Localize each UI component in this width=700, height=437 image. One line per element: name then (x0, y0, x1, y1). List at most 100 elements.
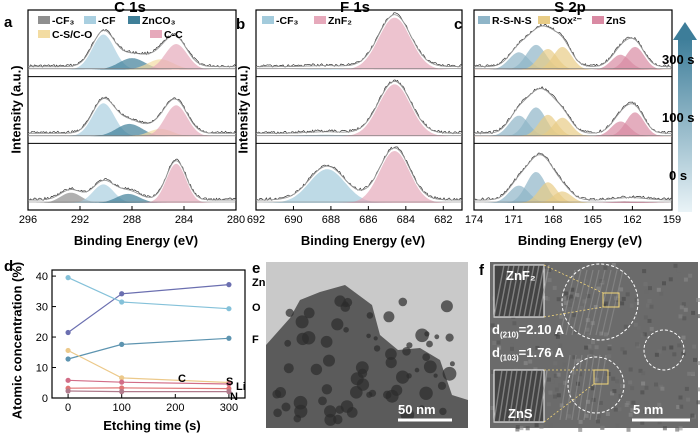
panel-label-d: d (4, 258, 14, 275)
tem-particle (439, 407, 447, 416)
hrtem-speckle (636, 325, 641, 330)
envelope-a-row0 (28, 30, 236, 68)
point-f-1 (119, 341, 125, 347)
hrtem-speckle (522, 347, 527, 352)
legend-a-swatch-4 (150, 30, 162, 38)
tem-particle (406, 342, 413, 349)
tem-particle (281, 402, 291, 412)
leader-znf2-bottom (543, 306, 604, 318)
lattice-fringe-top (559, 269, 576, 336)
hrtem-speckle (550, 379, 555, 384)
hrtem-speckle (600, 425, 605, 430)
tem-particle (391, 384, 403, 396)
legend-a-swatch-2 (128, 16, 140, 24)
hrtem-speckle (697, 361, 700, 366)
inset-zns-fringe (518, 369, 528, 423)
hrtem-speckle (697, 387, 700, 392)
panel-label-f: f (479, 262, 484, 279)
hrtem-speckle (630, 386, 635, 391)
peak-a-row2-3 (28, 163, 236, 203)
hrtem-speckle (675, 427, 680, 432)
hrtem-speckle (586, 399, 590, 404)
point-f-2 (226, 335, 232, 341)
hrtem-speckle (558, 343, 563, 348)
legend-c-swatch-0 (478, 16, 490, 24)
selection-box-znf2 (602, 292, 620, 308)
hrtem-speckle (644, 385, 649, 390)
hrtem-speckle (578, 427, 583, 432)
tem-particle (273, 408, 282, 418)
hrtem-speckle (587, 354, 592, 358)
panel-c-xtick-label: 168 (544, 214, 562, 226)
hrtem-speckle (491, 370, 496, 374)
hrtem-speckle (656, 287, 661, 292)
tem-particle (275, 387, 286, 398)
hrtem-speckle (690, 413, 695, 418)
panel-c-xtick-label: 165 (584, 214, 602, 226)
peak-a-row0-1 (28, 58, 236, 70)
tem-particle (368, 389, 377, 397)
hrtem-speckle (602, 303, 607, 308)
hrtem-speckle (546, 402, 551, 407)
hrtem-speckle (591, 340, 595, 345)
panel-a-xtick-label: 280 (227, 214, 245, 226)
hrtem-speckle (525, 426, 530, 431)
panel-d-ytick-label: 30 (36, 302, 48, 314)
hrtem-speckle (642, 269, 647, 274)
hrtem-speckle (558, 334, 563, 338)
panel-a-xlabel: Binding Energy (eV) (73, 233, 199, 248)
peak-a-row1-1 (28, 123, 236, 137)
panel-b-xtick-label: 688 (322, 214, 340, 226)
leader-zns-bottom (543, 383, 595, 423)
panel-d-ytick-label: 10 (36, 363, 48, 375)
tem-particle (294, 404, 308, 418)
peak-c-row1-5 (474, 112, 672, 137)
hrtem-speckle (657, 420, 662, 425)
tem-particle (434, 334, 440, 340)
tem-particle-region (266, 285, 468, 428)
series-label-n: N (230, 391, 238, 403)
hrtem-speckle (543, 296, 548, 301)
inset-zns-fringe (533, 369, 543, 423)
lattice-fringe-top (583, 269, 600, 336)
panel-b-xtick-label: 684 (397, 214, 415, 226)
hrtem-speckle (625, 292, 630, 297)
peak-b-row2-1 (256, 151, 462, 203)
legend-a-swatch-3 (38, 30, 50, 38)
hrtem-speckle (629, 303, 634, 308)
series-line-n (68, 390, 229, 393)
tem-particle (383, 390, 392, 399)
envelope-c-row1 (474, 88, 672, 134)
hrtem-speckle (579, 306, 584, 311)
legend-c-label-0: R-S-N-S (492, 15, 532, 27)
hrtem-speckle (558, 383, 563, 388)
hrtem-speckle (545, 297, 550, 301)
tem-particle (284, 339, 292, 347)
series-line-li (68, 387, 229, 390)
hrtem-speckle (564, 400, 569, 405)
particle-outline-znf2 (561, 263, 639, 341)
hrtem-speckle (552, 394, 557, 399)
hrtem-speckle (630, 408, 635, 413)
peak-b-row0-1 (256, 17, 462, 70)
hrtem-speckle (628, 367, 633, 372)
hrtem-speckle (623, 324, 628, 329)
d-value-210: =2.10 A (518, 322, 565, 337)
lattice-fringe-top (601, 269, 618, 336)
d-index-103: (103) (499, 353, 519, 363)
hrtem-speckle (638, 368, 643, 373)
hrtem-speckle (679, 305, 684, 310)
hrtem-speckle (490, 406, 495, 410)
tem-particle (324, 413, 337, 426)
tem-particle (414, 367, 420, 373)
series-line-f (67, 337, 229, 360)
hrtem-speckle (545, 353, 550, 358)
hrtem-speckle (528, 359, 533, 364)
lattice-fringe-top (607, 269, 624, 336)
point-f-0 (65, 356, 71, 362)
point-n-2 (226, 389, 232, 395)
lattice-fringe-bottom (589, 354, 601, 421)
hrtem-speckle (613, 407, 618, 412)
hrtem-speckle (603, 301, 608, 306)
tem-particle (303, 307, 315, 319)
